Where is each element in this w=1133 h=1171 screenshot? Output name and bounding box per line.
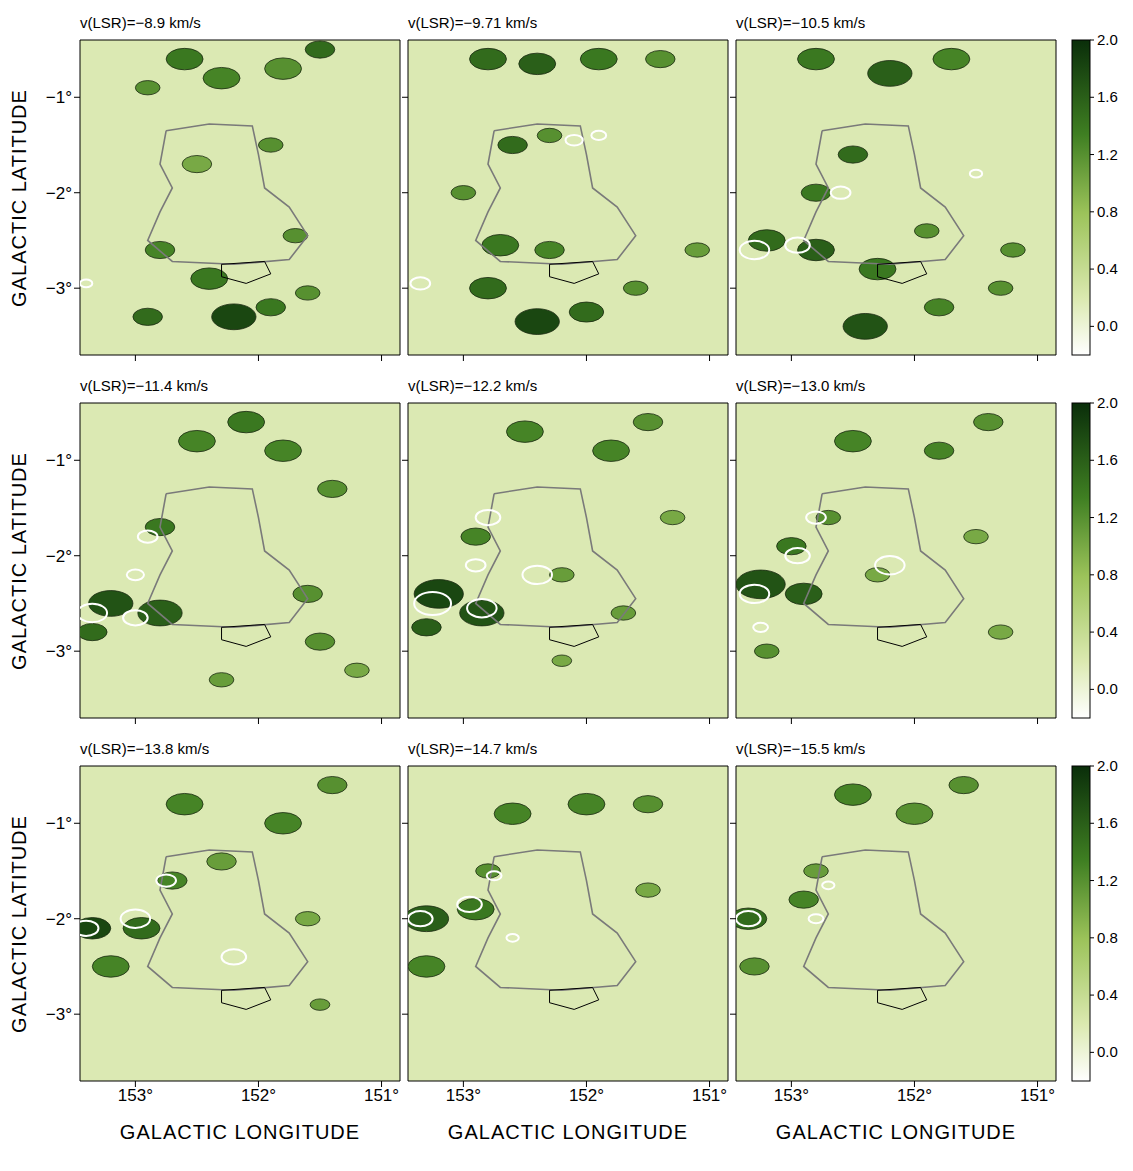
html-text:GALACTIC LATITUDE: GALACTIC LATITUDE [7, 451, 29, 670]
svg-text:−1°: −1° [46, 88, 72, 107]
svg-text:1.6: 1.6 [1097, 814, 1118, 831]
svg-text:0.8: 0.8 [1097, 566, 1118, 583]
svg-text:151°: 151° [692, 1086, 727, 1105]
html-text:v(LSR)=−13.8 km/s: v(LSR)=−13.8 km/s [80, 740, 210, 757]
svg-text:−3°: −3° [46, 1005, 72, 1024]
svg-text:152°: 152° [241, 1086, 276, 1105]
html-text:v(LSR)=−11.4 km/s: v(LSR)=−11.4 km/s [80, 377, 209, 394]
html-text:v(LSR)=−13.0 km/s: v(LSR)=−13.0 km/s [736, 377, 866, 394]
svg-text:−2°: −2° [46, 547, 72, 566]
svg-text:1.2: 1.2 [1097, 509, 1118, 526]
svg-text:1.2: 1.2 [1097, 146, 1118, 163]
svg-text:2.0: 2.0 [1097, 31, 1118, 48]
svg-text:153°: 153° [774, 1086, 809, 1105]
svg-text:−2°: −2° [46, 910, 72, 929]
svg-text:0.0: 0.0 [1097, 317, 1118, 334]
svg-text:153°: 153° [446, 1086, 481, 1105]
html-text:v(LSR)=−15.5 km/s: v(LSR)=−15.5 km/s [736, 740, 866, 757]
html-text:GALACTIC LONGITUDE: GALACTIC LONGITUDE [775, 1121, 1017, 1143]
html-text:v(LSR)=−10.5 km/s: v(LSR)=−10.5 km/s [736, 14, 866, 31]
svg-text:0.0: 0.0 [1097, 680, 1118, 697]
svg-text:0.8: 0.8 [1097, 203, 1118, 220]
svg-text:0.4: 0.4 [1097, 986, 1118, 1003]
svg-text:−1°: −1° [46, 814, 72, 833]
svg-text:2.0: 2.0 [1097, 394, 1118, 411]
svg-text:1.6: 1.6 [1097, 451, 1118, 468]
html-text:v(LSR)=−8.9 km/s: v(LSR)=−8.9 km/s [80, 14, 201, 31]
svg-text:152°: 152° [569, 1086, 604, 1105]
svg-text:−2°: −2° [46, 184, 72, 203]
html-text:GALACTIC LATITUDE: GALACTIC LATITUDE [7, 88, 29, 307]
html-text:v(LSR)=−9.71 km/s: v(LSR)=−9.71 km/s [408, 14, 538, 31]
svg-text:0.4: 0.4 [1097, 260, 1118, 277]
svg-text:0.4: 0.4 [1097, 623, 1118, 640]
svg-text:2.0: 2.0 [1097, 757, 1118, 774]
html-text:GALACTIC LONGITUDE: GALACTIC LONGITUDE [447, 1121, 689, 1143]
html-text:v(LSR)=−12.2 km/s: v(LSR)=−12.2 km/s [408, 377, 538, 394]
svg-text:151°: 151° [1020, 1086, 1055, 1105]
html-text:v(LSR)=−14.7 km/s: v(LSR)=−14.7 km/s [408, 740, 538, 757]
svg-text:153°: 153° [118, 1086, 153, 1105]
svg-text:0.8: 0.8 [1097, 929, 1118, 946]
svg-text:−3°: −3° [46, 642, 72, 661]
svg-text:−1°: −1° [46, 451, 72, 470]
svg-text:1.2: 1.2 [1097, 872, 1118, 889]
html-text:GALACTIC LATITUDE: GALACTIC LATITUDE [7, 814, 29, 1033]
svg-text:1.6: 1.6 [1097, 88, 1118, 105]
svg-text:−3°: −3° [46, 279, 72, 298]
svg-text:0.0: 0.0 [1097, 1043, 1118, 1060]
svg-text:151°: 151° [364, 1086, 399, 1105]
html-text:GALACTIC LONGITUDE: GALACTIC LONGITUDE [119, 1121, 361, 1143]
svg-text:152°: 152° [897, 1086, 932, 1105]
